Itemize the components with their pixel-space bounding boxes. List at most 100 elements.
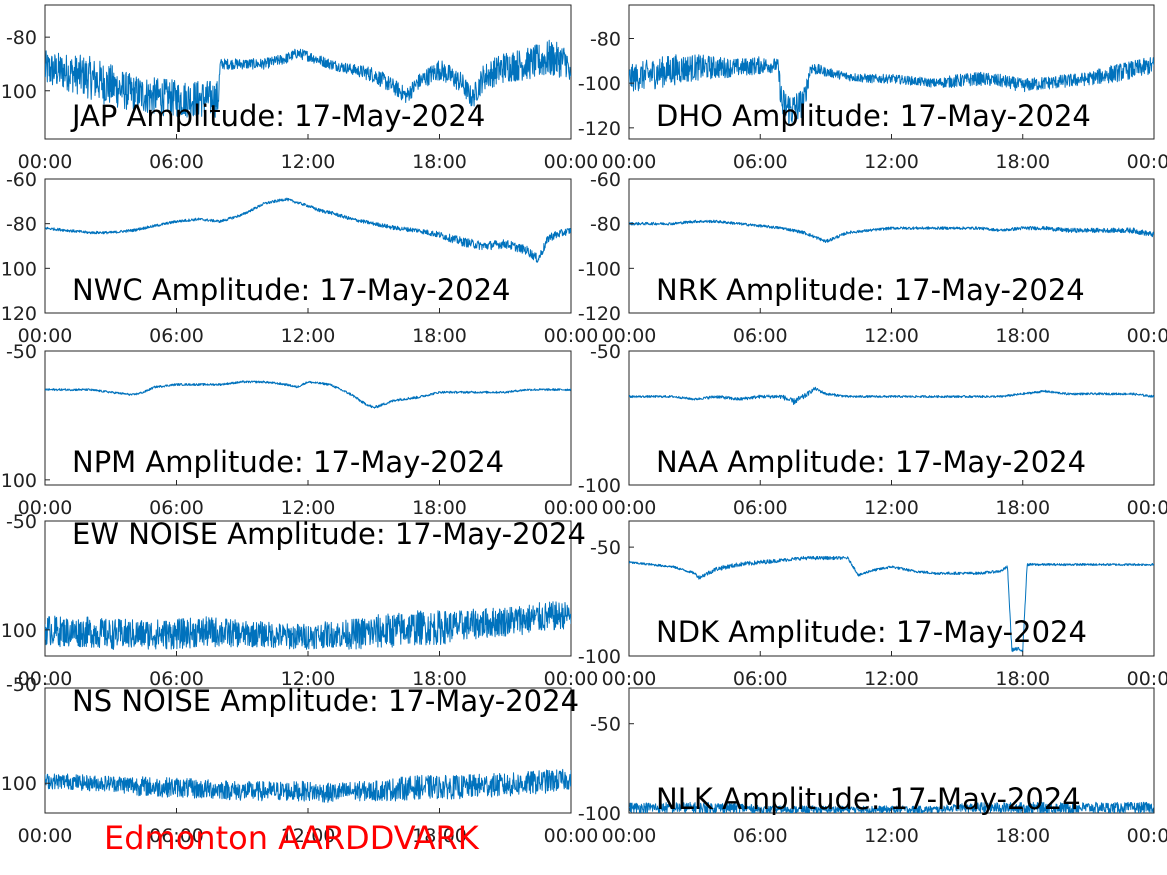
series-line <box>629 219 1154 243</box>
y-tick-label: -50 <box>590 714 621 736</box>
y-tick-label: -120 <box>0 303 37 325</box>
x-tick-label: 18:00 <box>412 151 467 173</box>
x-tick-label: 00:00 <box>602 825 657 847</box>
x-tick-label: 18:00 <box>412 825 467 847</box>
x-tick-label: 00:00 <box>18 668 73 690</box>
y-tick-label: -120 <box>578 118 621 140</box>
x-tick-label: 00:00 <box>544 151 599 173</box>
x-tick-label: 18:00 <box>995 325 1050 347</box>
x-tick-label: 12:00 <box>864 151 919 173</box>
y-tick-label: -100 <box>578 646 621 668</box>
x-tick-label: 12:00 <box>281 668 336 690</box>
plot-area <box>44 350 572 486</box>
panel-nrk: -60-80-100-12000:0006:0012:0018:0000:00N… <box>578 169 1167 347</box>
series-line <box>629 555 1154 653</box>
panel-title: JAP Amplitude: 17-May-2024 <box>70 99 485 133</box>
x-tick-label: 00:00 <box>18 497 73 519</box>
y-tick-label: -100 <box>578 803 621 825</box>
series-line <box>45 39 571 118</box>
x-tick-label: 00:00 <box>1127 325 1167 347</box>
y-tick-label: -100 <box>0 258 37 280</box>
series-line <box>45 768 571 803</box>
panel-title: NS NOISE Amplitude: 17-May-2024 <box>72 684 579 718</box>
x-tick-label: 12:00 <box>281 497 336 519</box>
panel-title: NWC Amplitude: 17-May-2024 <box>72 273 511 307</box>
x-tick-label: 00:00 <box>602 325 657 347</box>
x-tick-label: 00:00 <box>1127 151 1167 173</box>
panel-npm: -50 -100 00:00 06:00 12:00 18:00 00:00 NPM Ampl… <box>0 341 598 519</box>
x-tick-label: 06:00 <box>149 825 204 847</box>
x-tick-label: 18:00 <box>412 497 467 519</box>
plot-area <box>628 178 1155 314</box>
series-line <box>629 386 1154 405</box>
panel-title: DHO Amplitude: 17-May-2024 <box>656 99 1091 133</box>
x-tick-label: 12:00 <box>864 825 919 847</box>
y-tick-label: -80 <box>590 214 621 236</box>
x-tick-label: 00:00 <box>544 668 599 690</box>
y-tick-label: -50 <box>6 511 37 533</box>
x-tick-label: 12:00 <box>864 497 919 519</box>
y-tick-label: -100 <box>0 773 37 795</box>
x-tick-label: 18:00 <box>412 325 467 347</box>
x-tick-label: 06:00 <box>149 497 204 519</box>
figure-label: Edmonton AARDDVARK <box>104 819 479 857</box>
y-tick-label: -80 <box>6 214 37 236</box>
panel-jap: -80 -100 00:00 06:00 12:00 18:00 00:00 JAP Ampl… <box>0 4 599 173</box>
series-line <box>45 601 571 650</box>
y-tick-label: -50 <box>6 674 37 696</box>
panel-title: NAA Amplitude: 17-May-2024 <box>656 445 1086 479</box>
x-tick-label: 18:00 <box>995 668 1050 690</box>
x-tick-label: 12:00 <box>281 825 336 847</box>
x-tick-label: 00:00 <box>602 668 657 690</box>
x-tick-label: 18:00 <box>412 668 467 690</box>
x-tick-label: 06:00 <box>149 151 204 173</box>
x-tick-label: 00:00 <box>544 825 599 847</box>
y-tick-label: -80 <box>590 29 621 51</box>
panel-title: EW NOISE Amplitude: 17-May-2024 <box>72 517 586 551</box>
y-tick-label: -100 <box>578 73 621 95</box>
x-tick-label: 06:00 <box>149 668 204 690</box>
panel-ew-noise: -50 -100 00:00 06:00 12:00 18:00 00:00 EW NOISE… <box>0 511 598 690</box>
x-tick-label: 00:00 <box>1127 497 1167 519</box>
y-tick-label: -60 <box>6 169 37 191</box>
panel-ns-noise: -50 -100 00:00 06:00 12:00 18:00 00:00 NS NOISE… <box>0 674 598 847</box>
x-tick-label: 12:00 <box>864 668 919 690</box>
y-tick-label: -100 <box>0 620 37 642</box>
y-tick-label: -50 <box>590 537 621 559</box>
series-line <box>45 380 571 409</box>
x-tick-label: 06:00 <box>733 151 788 173</box>
x-tick-label: 00:00 <box>602 497 657 519</box>
x-tick-label: 12:00 <box>281 151 336 173</box>
x-tick-label: 18:00 <box>995 825 1050 847</box>
series-line <box>45 197 571 263</box>
x-tick-label: 00:00 <box>544 325 599 347</box>
x-tick-label: 00:00 <box>1127 825 1167 847</box>
x-tick-label: 00:00 <box>602 151 657 173</box>
y-tick-label: -100 <box>578 475 621 497</box>
panel-nwc: -60-80-100-12000:0006:0012:0018:0000:00N… <box>0 169 598 347</box>
x-tick-label: 18:00 <box>995 497 1050 519</box>
panel-title: NRK Amplitude: 17-May-2024 <box>656 273 1085 307</box>
panel-dho: -80 -100 -120 00:00 06:00 12:00 18:00 00:00 DHO … <box>578 4 1167 173</box>
y-tick-label: -50 <box>590 341 621 363</box>
x-tick-label: 12:00 <box>281 325 336 347</box>
plot-area <box>628 687 1155 814</box>
x-tick-label: 00:00 <box>544 497 599 519</box>
plot-area <box>628 350 1155 486</box>
x-tick-label: 00:00 <box>18 151 73 173</box>
panel-title: NDK Amplitude: 17-May-2024 <box>656 615 1087 649</box>
series-line <box>629 54 1154 125</box>
plot-area <box>628 520 1155 657</box>
x-tick-label: 06:00 <box>733 497 788 519</box>
x-tick-label: 00:00 <box>18 325 73 347</box>
y-tick-label: -100 <box>0 470 37 492</box>
panel-title: NPM Amplitude: 17-May-2024 <box>72 445 504 479</box>
y-tick-label: -120 <box>578 303 621 325</box>
x-tick-label: 06:00 <box>733 825 788 847</box>
x-tick-label: 06:00 <box>149 325 204 347</box>
x-tick-label: 18:00 <box>995 151 1050 173</box>
